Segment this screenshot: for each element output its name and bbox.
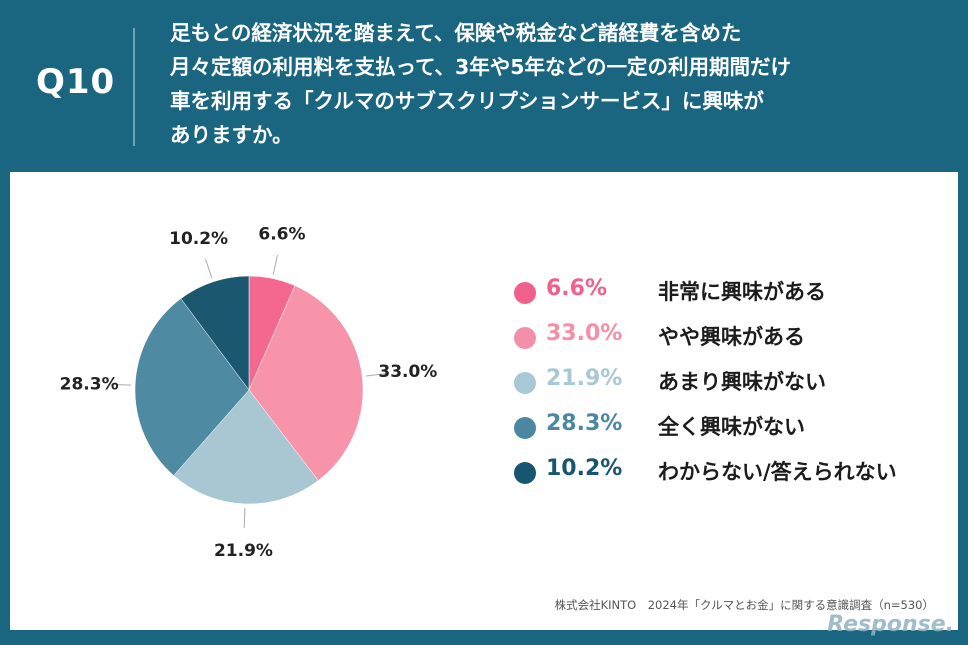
header-divider bbox=[133, 28, 135, 146]
slice-label-3: 28.3% bbox=[60, 374, 119, 394]
slice-label-4: 10.2% bbox=[169, 229, 228, 249]
slice-label-1: 33.0% bbox=[378, 362, 437, 382]
legend-value: 21.9% bbox=[546, 366, 623, 391]
legend-swatch bbox=[514, 462, 536, 484]
pie-slice-4 bbox=[180, 275, 250, 391]
pie-slice-1 bbox=[248, 285, 364, 481]
legend-swatch bbox=[514, 372, 536, 394]
question-line: 車を利用する「クルマのサブスクリプションサービス」に興味が bbox=[170, 89, 764, 113]
legend-value: 6.6% bbox=[546, 276, 608, 301]
slice-label-0: 6.6% bbox=[258, 224, 305, 244]
legend-label: あまり興味がない bbox=[658, 370, 826, 394]
legend-value: 28.3% bbox=[546, 411, 623, 436]
pie-slice-2 bbox=[173, 389, 319, 505]
kinto-logo: KINTO bbox=[14, 603, 124, 634]
legend-value: 10.2% bbox=[546, 456, 623, 481]
leader-line-1 bbox=[366, 373, 387, 377]
question-text: 足もとの経済状況を踏まえて、保険や税金など諸経費を含めた 月々定額の利用料を支払… bbox=[170, 16, 930, 152]
header: Q10 足もとの経済状況を踏まえて、保険や税金など諸経費を含めた 月々定額の利用… bbox=[0, 0, 968, 170]
legend-label: 全く興味がない bbox=[658, 415, 805, 439]
source-note: 株式会社KINTO 2024年「クルマとお金」に関する意識調査（n=530） bbox=[554, 598, 934, 612]
leader-line-2 bbox=[243, 507, 246, 528]
legend-swatch bbox=[514, 327, 536, 349]
slice-label-2: 21.9% bbox=[214, 541, 273, 561]
chart-panel: 6.6% 33.0% 21.9% 28.3% 10.2% 6.6% 非常に興味がある 3… bbox=[10, 172, 958, 630]
legend-swatch bbox=[514, 282, 536, 304]
legend-label: 非常に興味がある bbox=[658, 280, 826, 304]
legend-label: わからない/答えられない bbox=[658, 460, 897, 484]
pie-chart: 6.6% 33.0% 21.9% 28.3% 10.2% bbox=[60, 224, 438, 561]
legend-value: 33.0% bbox=[546, 321, 623, 346]
response-watermark: Response. bbox=[827, 612, 954, 637]
question-line: 月々定額の利用料を支払って、3年や5年などの一定の利用期間だけ bbox=[170, 55, 791, 79]
leader-line-0 bbox=[272, 254, 278, 275]
pie-slice-3 bbox=[134, 298, 250, 476]
leader-line-4 bbox=[205, 258, 213, 279]
leader-line-3 bbox=[111, 383, 132, 386]
legend-swatch bbox=[514, 417, 536, 439]
legend-label: やや興味がある bbox=[658, 325, 805, 349]
question-line: ありますか。 bbox=[170, 123, 293, 147]
question-number: Q10 bbox=[36, 62, 116, 102]
question-line: 足もとの経済状況を踏まえて、保険や税金など諸経費を含めた bbox=[170, 21, 742, 45]
